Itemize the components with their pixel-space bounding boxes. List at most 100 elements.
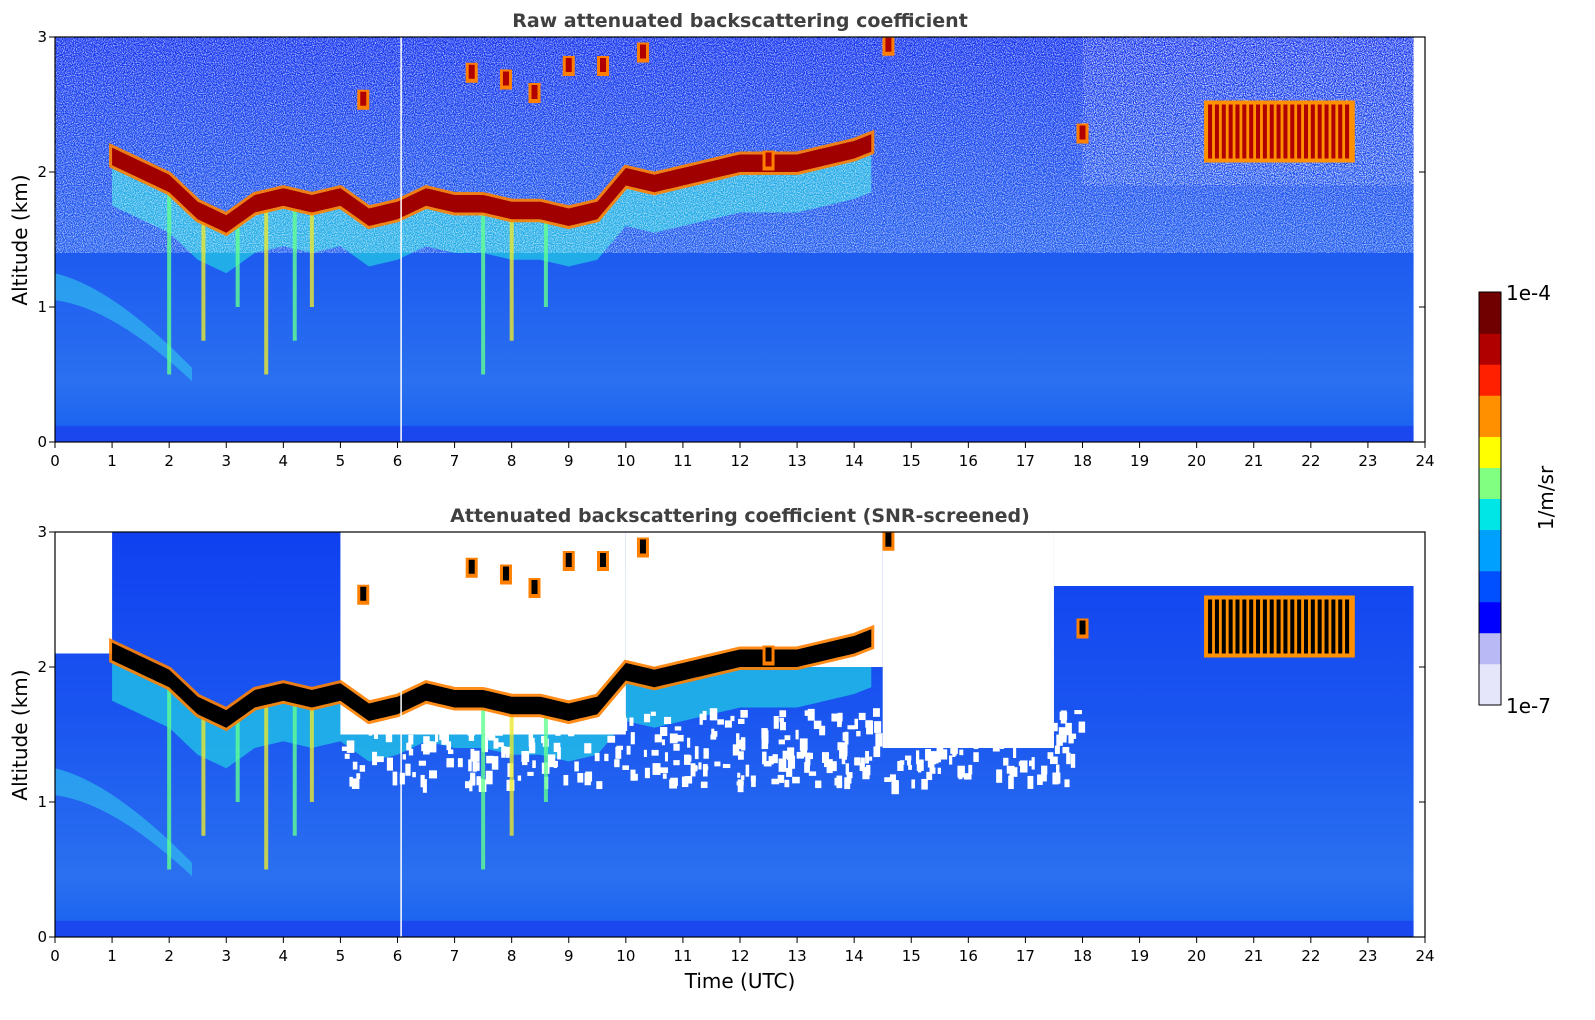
screened-speck (501, 745, 506, 758)
screened-speck (873, 746, 881, 758)
colorbar-swatch (1479, 415, 1501, 427)
virga-streak (543, 708, 548, 802)
screened-speck (841, 757, 846, 765)
screened-speck (632, 773, 638, 781)
screened-speck (845, 763, 849, 775)
x-tick-label: 20 (1187, 947, 1206, 965)
screened-speck (916, 759, 924, 771)
panel-raw: Raw attenuated backscattering coefficien… (8, 10, 1435, 470)
screened-speck (865, 750, 870, 764)
screened-speck (420, 774, 425, 788)
screened-speck (741, 775, 745, 780)
colorbar-swatch (1479, 436, 1501, 448)
x-tick-label: 1 (107, 452, 117, 470)
screened-speck (359, 719, 365, 732)
colorbar-swatch (1479, 622, 1501, 634)
screened-speck (563, 774, 569, 786)
colorbar-swatches (1479, 292, 1501, 706)
heatmap-raw (55, 37, 1425, 442)
screened-speck (351, 778, 360, 789)
screened-speck (787, 755, 796, 769)
screened-speck (874, 721, 882, 733)
x-tick-label: 16 (959, 947, 978, 965)
screened-speck (737, 772, 741, 778)
screened-speck (558, 728, 566, 733)
virga-streak (235, 712, 240, 802)
screened-speck (553, 742, 561, 753)
colorbar-swatch (1479, 581, 1501, 592)
screened-speck (673, 760, 680, 766)
colorbar-swatch (1479, 591, 1501, 603)
screened-speck (973, 752, 979, 763)
x-tick-label: 11 (673, 452, 692, 470)
screened-speck (1012, 747, 1017, 758)
colorbar-swatch (1479, 467, 1501, 479)
upper-cloud-column (1317, 104, 1322, 159)
virga-streak (481, 700, 486, 870)
screened-speck (684, 754, 691, 765)
colorbar-swatch (1479, 570, 1501, 582)
colorbar-swatch (1479, 292, 1501, 303)
screened-speck (761, 728, 768, 739)
screened-speck (1034, 723, 1042, 731)
screened-speck (429, 770, 438, 779)
upper-cloud-column (1269, 599, 1274, 654)
aerosol-band (55, 768, 192, 877)
screened-speck (1024, 723, 1029, 738)
screened-speck (738, 739, 742, 750)
screened-speck (940, 749, 948, 760)
x-tick-label: 24 (1415, 947, 1434, 965)
x-tick-label: 22 (1301, 452, 1320, 470)
screened-speck (908, 765, 912, 770)
screened-speck (836, 775, 843, 789)
screened-speck (854, 718, 859, 730)
colorbar-swatch (1479, 488, 1501, 499)
upper-cloud-column (1345, 599, 1350, 654)
upper-cloud-column (1208, 104, 1213, 159)
screened-speck (952, 749, 957, 756)
screened-speck (1065, 722, 1072, 736)
colorbar-swatch (1479, 508, 1501, 520)
screened-speck (429, 719, 433, 726)
screened-speck (673, 743, 680, 751)
screened-speck (795, 729, 799, 740)
screened-speck (372, 751, 378, 766)
x-tick-label: 5 (336, 452, 346, 470)
high-cloud-core (565, 553, 572, 567)
screened-speck (1021, 722, 1028, 727)
upper-cloud-column (1297, 599, 1302, 654)
screened-speck (408, 748, 414, 756)
upper-cloud-column (1269, 104, 1274, 159)
screened-speck (786, 767, 793, 777)
aerosol-band (55, 273, 192, 382)
screened-speck (891, 779, 898, 793)
screened-speck (711, 731, 718, 737)
upper-cloud-column (1283, 599, 1288, 654)
upper-cloud-column (1221, 104, 1226, 159)
x-tick-label: 3 (221, 947, 231, 965)
screened-speck (385, 733, 393, 743)
high-cloud-core (531, 580, 538, 594)
virga-streak (264, 698, 269, 870)
screened-speck (905, 755, 912, 761)
screened-speck (1041, 768, 1047, 782)
colorbar-swatch (1479, 353, 1501, 365)
screened-speck (927, 759, 935, 768)
screened-speck (528, 737, 535, 747)
x-tick-label: 17 (1016, 947, 1035, 965)
high-cloud-core (600, 553, 606, 567)
upper-cloud-column (1214, 599, 1219, 654)
screened-speck (629, 717, 634, 726)
screened-speck (1010, 744, 1015, 749)
screened-speck (615, 746, 622, 759)
screened-speck (787, 747, 795, 761)
screened-speck (405, 763, 411, 776)
high-cloud-core (885, 37, 892, 52)
x-tick-label: 4 (279, 947, 289, 965)
colorbar-swatch (1479, 322, 1501, 334)
screened-speck (1047, 752, 1054, 759)
screened-speck (872, 708, 880, 717)
screened-speck (428, 741, 433, 751)
x-tick-label: 4 (279, 452, 289, 470)
screened-speck (862, 766, 870, 780)
